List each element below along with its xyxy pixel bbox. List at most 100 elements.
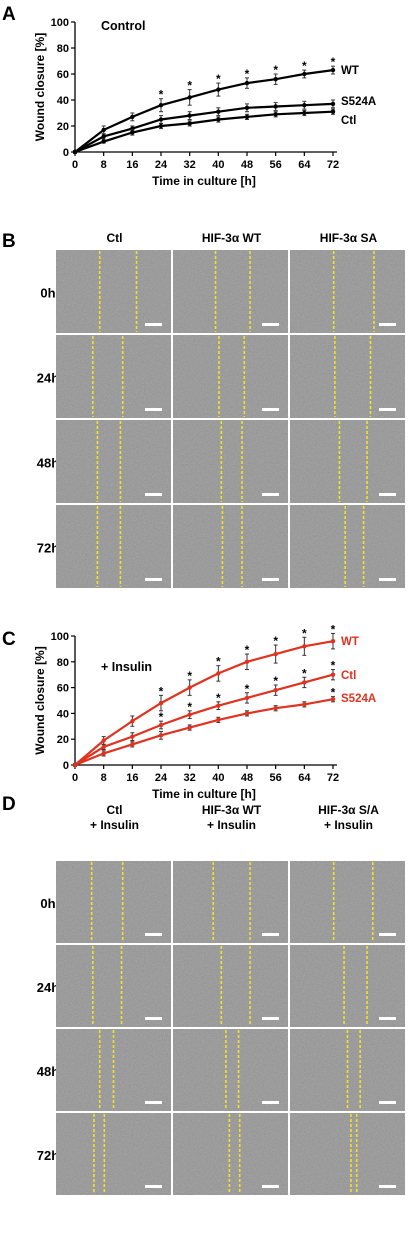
data-point — [330, 109, 336, 114]
significance-star: * — [216, 72, 221, 86]
scale-bar — [145, 1101, 162, 1104]
data-point — [216, 671, 221, 676]
micrograph-texture — [290, 505, 405, 588]
micrograph-tile — [173, 420, 288, 503]
data-point — [302, 103, 307, 108]
micrograph-tile — [173, 1113, 288, 1195]
micrograph-texture — [290, 335, 405, 418]
data-point — [273, 706, 278, 711]
series-label-ctl: Ctl — [341, 670, 356, 682]
scale-bar — [145, 578, 162, 581]
micrograph-texture — [173, 945, 288, 1027]
micrograph-texture — [290, 1113, 405, 1195]
scale-bar — [145, 1017, 162, 1020]
micrograph-texture — [173, 1113, 288, 1195]
micrograph-tile — [173, 1029, 288, 1111]
data-point — [187, 685, 192, 690]
micrograph-tile — [56, 1113, 171, 1195]
data-point — [130, 114, 135, 120]
micrograph-tile — [290, 250, 405, 333]
micrograph-tile — [290, 861, 405, 943]
data-point — [330, 638, 336, 644]
row-label: 0h — [40, 286, 55, 301]
micrograph-texture — [56, 250, 171, 333]
column-subheader: + Insulin — [90, 818, 139, 832]
series-line-ctl — [74, 110, 334, 154]
micrograph-grid-d: Ctl HIF-3α WT HIF-3α S/A+ Insulin + Insulin… — [37, 803, 405, 1195]
micrograph-texture — [290, 861, 405, 943]
data-point — [158, 733, 164, 738]
micrograph-texture — [290, 420, 405, 503]
y-tick-label: 80 — [57, 657, 69, 669]
data-point — [216, 87, 221, 92]
scale-bar — [262, 493, 279, 496]
series-line-wt — [74, 69, 334, 153]
micrograph-texture — [290, 250, 405, 333]
data-point — [330, 67, 336, 73]
data-point — [330, 672, 336, 677]
y-tick-label: 40 — [57, 708, 69, 720]
significance-star: * — [187, 79, 192, 93]
x-tick-label: 72 — [327, 772, 339, 784]
data-point — [273, 77, 278, 82]
significance-star: * — [159, 710, 164, 724]
x-tick-label: 64 — [298, 159, 311, 171]
x-tick-label: 56 — [270, 159, 282, 171]
row-label: 72h — [37, 1148, 59, 1163]
y-axis-label: Wound closure [%] — [33, 646, 47, 754]
y-axis-label: Wound closure [%] — [33, 33, 47, 141]
x-axis-label: Time in culture [h] — [152, 787, 256, 801]
series-line-s524a — [74, 698, 334, 767]
data-point — [273, 651, 278, 657]
column-subheader: + Insulin — [324, 818, 373, 832]
data-point — [158, 722, 164, 728]
micrograph-texture — [173, 505, 288, 588]
data-point — [187, 113, 192, 118]
micrograph-texture — [56, 335, 171, 418]
x-tick-label: 64 — [298, 772, 311, 784]
data-point — [187, 121, 192, 126]
significance-star: * — [331, 686, 336, 700]
y-tick-label: 80 — [57, 43, 69, 55]
significance-star: * — [187, 700, 192, 714]
data-point — [130, 718, 135, 724]
scale-bar — [379, 578, 396, 581]
micrograph-texture — [56, 1113, 171, 1195]
data-point — [273, 687, 278, 693]
x-tick-label: 32 — [184, 772, 196, 784]
data-point — [101, 134, 106, 139]
data-point — [244, 80, 250, 86]
scale-bar — [262, 408, 279, 411]
scale-bar — [262, 1185, 279, 1188]
micrograph-tile — [290, 505, 405, 588]
chart-annotation: + Insulin — [101, 660, 152, 674]
data-point — [187, 725, 192, 730]
significance-star: * — [273, 63, 278, 77]
chart-annotation: Control — [101, 19, 145, 33]
y-tick-label: 0 — [63, 760, 69, 772]
scale-bar — [379, 493, 396, 496]
data-point — [216, 717, 221, 723]
micrograph-tile — [290, 335, 405, 418]
x-tick-label: 40 — [212, 159, 224, 171]
panel-letter-d: D — [2, 794, 16, 815]
data-point — [302, 110, 307, 116]
y-tick-label: 60 — [57, 683, 69, 695]
micrograph-tile — [173, 861, 288, 943]
significance-star: * — [216, 655, 221, 669]
series-line-s524a — [74, 102, 334, 153]
data-point — [302, 702, 307, 707]
data-point — [244, 659, 250, 664]
data-point — [130, 734, 135, 739]
x-tick-label: 24 — [155, 772, 168, 784]
micrograph-tile — [56, 861, 171, 943]
x-tick-label: 40 — [212, 772, 224, 784]
scale-bar — [379, 323, 396, 326]
micrograph-texture — [173, 335, 288, 418]
panel-letter-a: A — [2, 4, 16, 25]
x-tick-label: 24 — [155, 159, 168, 171]
micrograph-tile — [290, 1029, 405, 1111]
micrograph-texture — [173, 861, 288, 943]
data-point — [273, 104, 278, 109]
significance-star: * — [245, 67, 250, 81]
